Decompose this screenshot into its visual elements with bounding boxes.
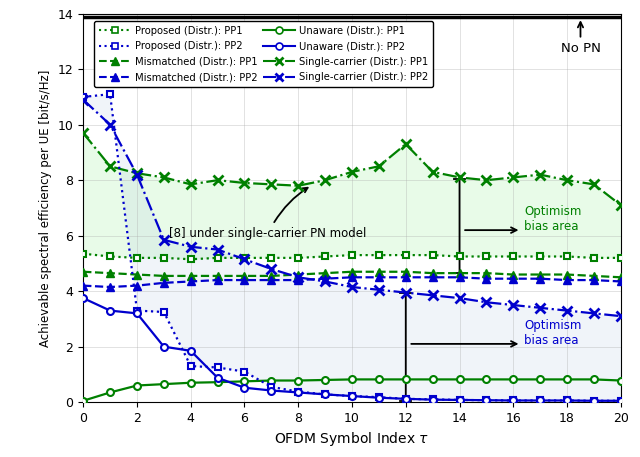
- Text: [8] under single-carrier PN model: [8] under single-carrier PN model: [169, 188, 367, 240]
- Y-axis label: Achievable spectral efficiency per UE [bit/s/Hz]: Achievable spectral efficiency per UE [b…: [39, 69, 52, 346]
- X-axis label: OFDM Symbol Index $\tau$: OFDM Symbol Index $\tau$: [275, 430, 429, 448]
- Text: Optimism
bias area: Optimism bias area: [524, 205, 581, 233]
- Legend: Proposed (Distr.): PP1, Proposed (Distr.): PP2, Mismatched (Distr.): PP1, Mismat: Proposed (Distr.): PP1, Proposed (Distr.…: [93, 21, 433, 87]
- Text: No PN: No PN: [561, 22, 600, 55]
- Text: Optimism
bias area: Optimism bias area: [524, 319, 581, 347]
